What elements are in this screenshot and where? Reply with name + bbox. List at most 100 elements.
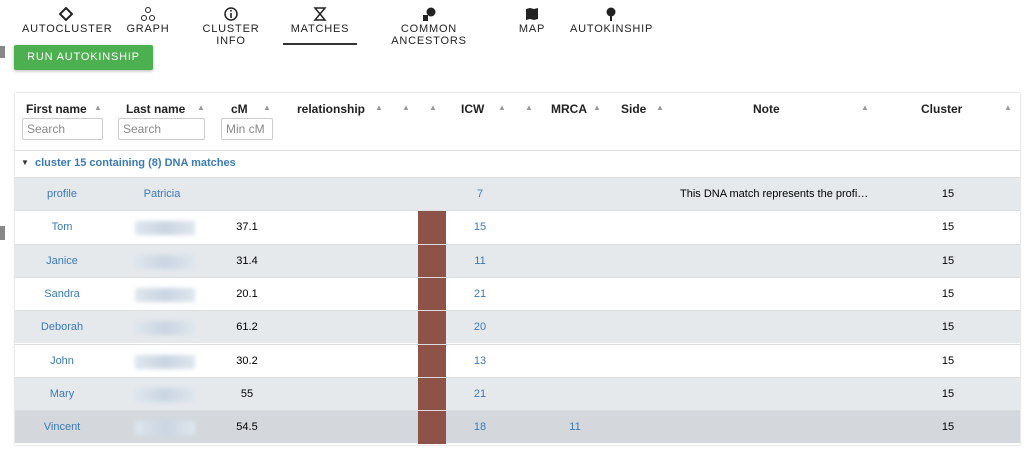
sort-arrow[interactable]: ▲ — [656, 103, 664, 112]
blurred-last-name — [135, 221, 195, 236]
icw-value[interactable]: 21 — [473, 287, 487, 300]
expand-icon[interactable]: ▼ — [21, 158, 29, 167]
blurred-last-name — [135, 287, 195, 302]
sort-arrow[interactable]: ▲ — [593, 103, 601, 112]
tab-icon — [606, 7, 616, 21]
tab[interactable]: COMMON ANCESTORS — [366, 0, 492, 47]
min-cm-input[interactable]: Min cM — [221, 118, 273, 140]
tab-label: COMMON ANCESTORS — [391, 23, 467, 47]
mrca-value[interactable]: 11 — [569, 421, 581, 434]
relationship-bar — [418, 377, 446, 411]
sort-arrow[interactable]: ▲ — [94, 103, 102, 112]
first-name[interactable]: Vincent — [43, 421, 81, 434]
table-row[interactable]: Deborah 61.2 20 15 — [15, 310, 1020, 345]
column-header[interactable]: ICW — [461, 102, 485, 116]
blurred-last-name — [135, 421, 195, 436]
sidebar-icon[interactable] — [0, 46, 5, 58]
cluster-value: 15 — [941, 254, 955, 267]
first-name[interactable]: Deborah — [40, 321, 84, 334]
tab-icon — [224, 7, 238, 21]
cm-value: 30.2 — [236, 354, 258, 367]
tab-icon — [313, 7, 327, 21]
column-header[interactable]: cM — [231, 102, 248, 116]
search-input[interactable]: Search — [118, 118, 205, 140]
sort-arrow[interactable]: ▲ — [861, 103, 869, 112]
cluster-value: 15 — [941, 387, 955, 400]
icw-value[interactable]: 15 — [473, 221, 487, 234]
first-name[interactable]: Tom — [51, 221, 73, 234]
first-name[interactable]: John — [50, 354, 74, 367]
first-name[interactable]: profile — [47, 188, 77, 200]
first-name[interactable]: Janice — [46, 254, 78, 267]
tab-label: AUTOKINSHIP — [570, 23, 654, 35]
run-button[interactable]: RUN AUTOKINSHIP — [14, 45, 153, 70]
table-row[interactable]: Janice 31.4 11 15 — [15, 243, 1020, 278]
icw-value[interactable]: 13 — [473, 354, 487, 367]
tab-label: GRAPH — [126, 23, 170, 35]
sort-arrow[interactable]: ▲ — [498, 103, 506, 112]
icw-value[interactable]: 7 — [476, 188, 484, 200]
cm-value: 31.4 — [236, 254, 258, 267]
table-row[interactable]: Vincent 54.5 18 11 15 — [15, 410, 1020, 445]
tab[interactable]: AUTOCLUSTER — [22, 0, 113, 45]
search-input[interactable]: Search — [22, 118, 103, 140]
cluster-value: 15 — [941, 321, 955, 334]
blurred-last-name — [135, 321, 195, 336]
column-header[interactable]: Last name — [126, 102, 186, 116]
column-header[interactable]: Side — [621, 102, 647, 116]
last-name[interactable]: Patricia — [143, 188, 181, 200]
tab-label: CLUSTER INFO — [202, 23, 260, 47]
blurred-last-name — [135, 254, 195, 269]
tab-label: MATCHES — [290, 23, 350, 35]
icw-value[interactable]: 21 — [473, 387, 487, 400]
sort-arrow[interactable]: ▲ — [263, 103, 271, 112]
table-row[interactable]: Tom 37.1 15 15 — [15, 210, 1020, 245]
icw-value[interactable]: 11 — [474, 254, 486, 267]
tab[interactable]: MATCHES — [283, 0, 357, 45]
table-row[interactable]: profile Patricia 7 This DNA match represent… — [15, 177, 1020, 210]
sidebar-icon[interactable] — [0, 226, 5, 240]
column-header[interactable]: First name — [26, 102, 87, 116]
blurred-last-name — [135, 387, 195, 402]
first-name[interactable]: Sandra — [44, 287, 80, 300]
cm-value: 37.1 — [236, 221, 258, 234]
icw-value[interactable]: 20 — [473, 321, 487, 334]
column-header[interactable]: relationship — [297, 102, 366, 116]
icw-value[interactable]: 18 — [473, 421, 487, 434]
tab-icon — [141, 7, 155, 21]
table-row[interactable]: Mary 55 21 15 — [15, 376, 1020, 411]
cluster-value: 15 — [941, 421, 955, 434]
note: This DNA match represents the profi… — [680, 188, 869, 200]
tab[interactable]: GRAPH — [124, 0, 172, 45]
relationship-bar — [418, 411, 446, 445]
sort-arrow[interactable]: ▲ — [402, 103, 410, 112]
cm-value: 61.2 — [236, 321, 258, 334]
relationship-bar — [418, 311, 446, 345]
column-header[interactable]: Cluster — [921, 102, 963, 116]
first-name[interactable]: Mary — [49, 387, 75, 400]
cluster-value: 15 — [941, 354, 955, 367]
column-header[interactable]: MRCA — [551, 102, 587, 116]
tab[interactable]: AUTOKINSHIP — [570, 0, 652, 45]
column-header[interactable]: Note — [753, 102, 780, 116]
cm-value: 20.1 — [236, 287, 258, 300]
tab[interactable]: MAP — [515, 0, 549, 45]
tab-icon — [59, 7, 73, 21]
cluster-value: 15 — [941, 221, 955, 234]
cluster-value: 15 — [941, 287, 955, 300]
tab[interactable]: CLUSTER INFO — [186, 0, 276, 47]
cluster-value: 15 — [941, 188, 955, 200]
tab-icon — [423, 7, 436, 21]
table-row[interactable]: Sandra 20.1 21 15 — [15, 276, 1020, 311]
sort-arrow[interactable]: ▲ — [1004, 103, 1012, 112]
sort-arrow[interactable]: ▲ — [197, 103, 205, 112]
group-row[interactable]: ▼ cluster 15 containing (8) DNA matches — [15, 150, 1020, 178]
table-row[interactable]: John 30.2 13 15 — [15, 343, 1020, 378]
sort-arrow[interactable]: ▲ — [375, 103, 383, 112]
sort-arrow[interactable]: ▲ — [429, 103, 437, 112]
cm-value: 54.5 — [236, 421, 258, 434]
tab-icon — [526, 8, 538, 20]
tab-label: AUTOCLUSTER — [22, 23, 113, 35]
sort-arrow[interactable]: ▲ — [525, 103, 533, 112]
